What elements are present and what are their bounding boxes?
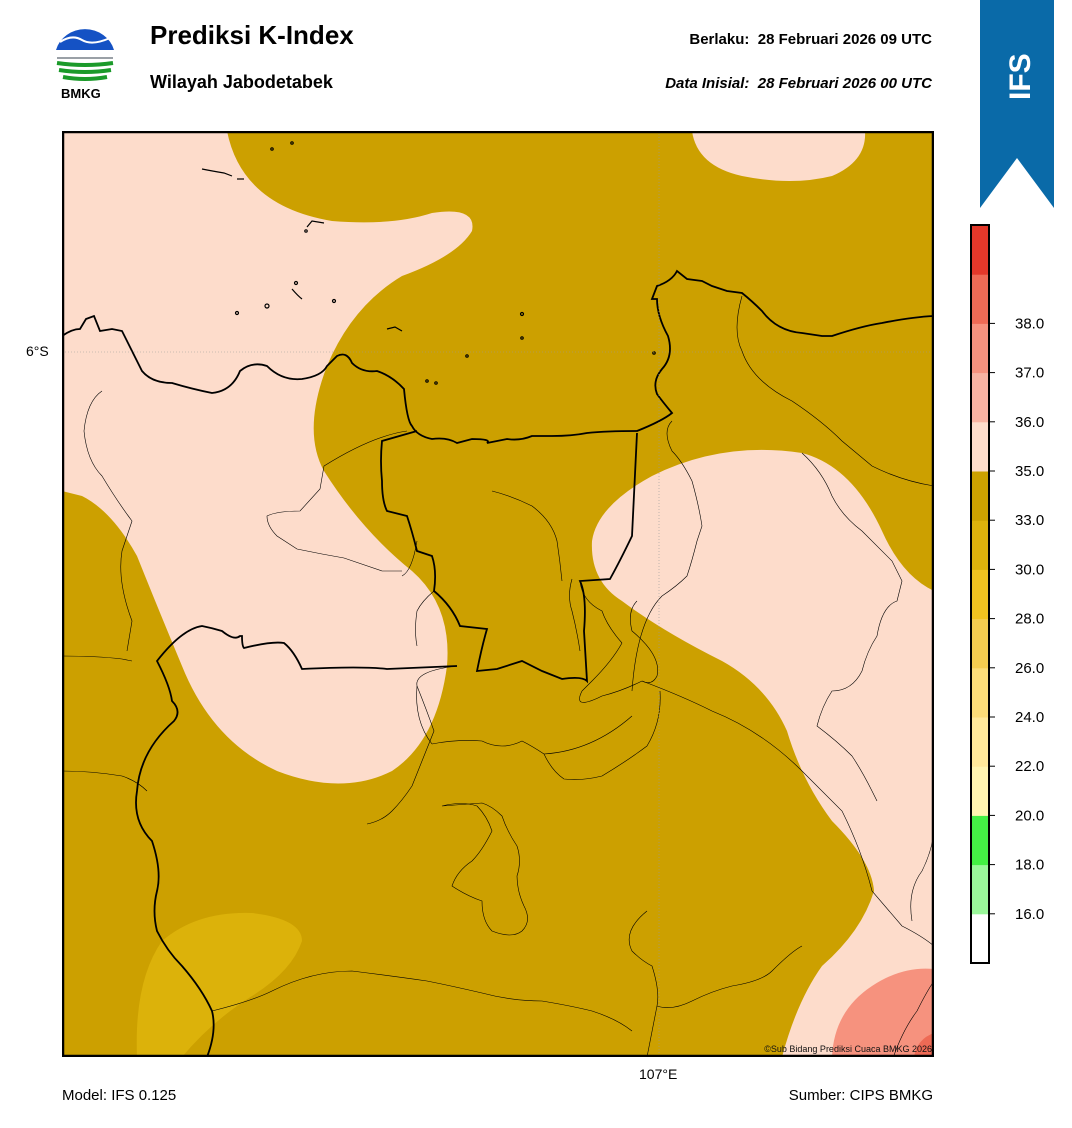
colorbar-tick-label: 33.0 xyxy=(1015,512,1044,529)
field-k-38-39-southeast xyxy=(914,1033,934,1057)
bmkg-logo: BMKG xyxy=(52,20,118,104)
field-k-30-33-southwest xyxy=(136,912,302,1057)
colorbar-tick-label: 30.0 xyxy=(1015,561,1044,578)
colorbar-frame xyxy=(970,224,990,964)
model-label: Model: IFS 0.125 xyxy=(62,1087,177,1104)
colorbar-tick-label: 24.0 xyxy=(1015,709,1044,726)
colorbar-tick-label: 20.0 xyxy=(1015,807,1044,824)
colorbar-tick-label: 26.0 xyxy=(1015,660,1044,677)
field-k-35-west xyxy=(62,131,473,784)
map-frame xyxy=(61,130,935,1058)
colorbar-swatch xyxy=(971,766,989,816)
colorbar-tick-label: 38.0 xyxy=(1015,315,1044,332)
colorbar-swatch xyxy=(971,471,989,521)
boundaries xyxy=(62,141,934,1057)
init-time: Data Inisial: 28 Februari 2026 00 UTC xyxy=(665,75,932,92)
field-k-35-east xyxy=(591,449,934,1057)
colorbar-swatch xyxy=(971,225,989,275)
colorbar-swatch xyxy=(971,520,989,570)
colorbar-swatch xyxy=(971,815,989,866)
coastline xyxy=(62,269,934,444)
field-k-37-38-southeast xyxy=(832,968,934,1057)
colorbar-swatch xyxy=(971,667,989,718)
colorbar-swatch xyxy=(971,717,989,767)
init-value: 28 Februari 2026 00 UTC xyxy=(757,75,932,92)
k-index-colorbar: 16.0 18.0 20.0 22.0 24.0 26.0 28.0 30.0 33.0 35.0… xyxy=(968,222,1058,968)
ribbon-label: IFS xyxy=(1004,53,1037,100)
colorbar-tick-label: 16.0 xyxy=(1015,906,1044,923)
longitude-label: 107°E xyxy=(639,1066,678,1082)
valid-time: Berlaku: 28 Februari 2026 09 UTC xyxy=(689,31,932,48)
colorbar-tick-label: 35.0 xyxy=(1015,463,1044,480)
colorbar-tick-label: 36.0 xyxy=(1015,414,1044,431)
field-k-35-northeast xyxy=(692,131,866,181)
colorbar-tick-label: 18.0 xyxy=(1015,857,1044,874)
colorbar-swatch xyxy=(971,569,989,620)
colorbar-swatch xyxy=(971,913,989,964)
region-subtitle: Wilayah Jabodetabek xyxy=(150,72,333,92)
colorbar-swatch xyxy=(971,864,989,915)
regency-boundaries xyxy=(62,295,934,1057)
colorbar-swatch xyxy=(971,618,989,669)
bmkg-logo-icon xyxy=(56,29,114,81)
source-label: Sumber: CIPS BMKG xyxy=(788,1087,933,1104)
colorbar-swatch xyxy=(971,421,989,472)
colorbar-tick-label: 22.0 xyxy=(1015,758,1044,775)
latitude-label: 6°S xyxy=(26,343,49,359)
init-label: Data Inisial: xyxy=(665,75,750,92)
colorbar-canvas: 16.0 18.0 20.0 22.0 24.0 26.0 28.0 30.0 33.0 35.0… xyxy=(970,224,1044,964)
thousand-islands xyxy=(201,141,656,385)
west-province-boundary xyxy=(135,625,458,1057)
model-ribbon: IFS xyxy=(980,0,1054,210)
valid-label: Berlaku: xyxy=(689,31,750,48)
colorbar-swatch xyxy=(971,323,989,374)
map-credit: ©Sub Bidang Prediksi Cuaca BMKG 2026 xyxy=(764,1044,932,1054)
colorbar-tick-label: 37.0 xyxy=(1015,365,1044,382)
logo-text: BMKG xyxy=(61,86,101,101)
ribbon-shape: IFS xyxy=(980,0,1054,208)
colorbar-swatch xyxy=(971,274,989,324)
colorbar-swatch xyxy=(971,372,989,423)
k-index-map xyxy=(61,130,935,1058)
colorbar-tick-label: 28.0 xyxy=(1015,611,1044,628)
map-canvas xyxy=(61,130,935,1058)
page-title: Prediksi K-Index xyxy=(150,20,354,50)
province-boundary xyxy=(380,430,638,684)
valid-value: 28 Februari 2026 09 UTC xyxy=(757,31,932,48)
